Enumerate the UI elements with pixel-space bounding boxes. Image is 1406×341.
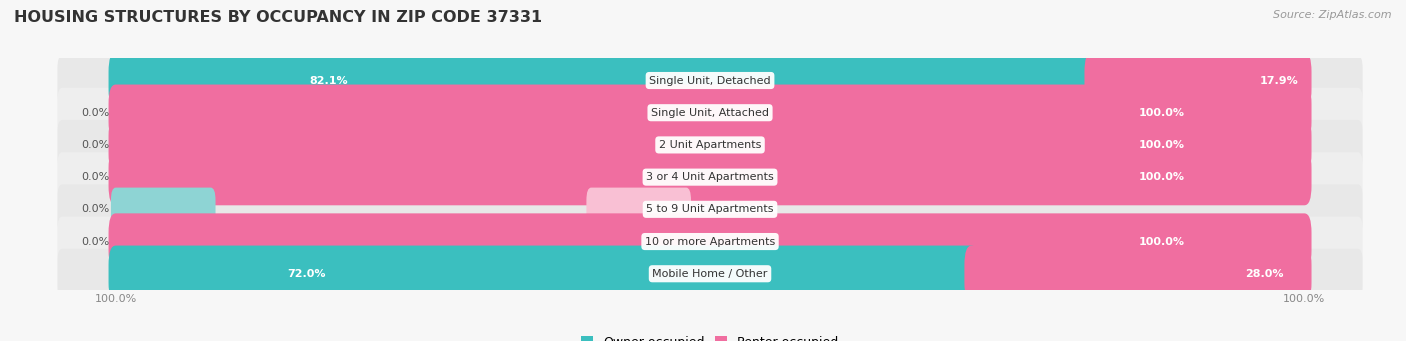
Text: 28.0%: 28.0% bbox=[1246, 269, 1284, 279]
Text: 100.0%: 100.0% bbox=[1139, 108, 1185, 118]
Text: 100.0%: 100.0% bbox=[1139, 140, 1185, 150]
FancyBboxPatch shape bbox=[58, 56, 1362, 105]
Text: 0.0%: 0.0% bbox=[82, 108, 110, 118]
Text: 0.0%: 0.0% bbox=[82, 237, 110, 247]
FancyBboxPatch shape bbox=[58, 88, 1362, 138]
Text: HOUSING STRUCTURES BY OCCUPANCY IN ZIP CODE 37331: HOUSING STRUCTURES BY OCCUPANCY IN ZIP C… bbox=[14, 10, 543, 25]
Text: Single Unit, Detached: Single Unit, Detached bbox=[650, 75, 770, 86]
FancyBboxPatch shape bbox=[111, 91, 215, 134]
FancyBboxPatch shape bbox=[965, 246, 1312, 302]
FancyBboxPatch shape bbox=[111, 188, 215, 231]
Text: 0.0%: 0.0% bbox=[692, 204, 720, 214]
Text: 17.9%: 17.9% bbox=[1260, 75, 1298, 86]
FancyBboxPatch shape bbox=[108, 149, 1312, 205]
Text: Single Unit, Attached: Single Unit, Attached bbox=[651, 108, 769, 118]
Text: 0.0%: 0.0% bbox=[82, 140, 110, 150]
FancyBboxPatch shape bbox=[111, 123, 215, 167]
Text: 0.0%: 0.0% bbox=[82, 204, 110, 214]
FancyBboxPatch shape bbox=[108, 117, 1312, 173]
FancyBboxPatch shape bbox=[58, 184, 1362, 234]
FancyBboxPatch shape bbox=[586, 188, 690, 231]
Text: 100.0%: 100.0% bbox=[1139, 172, 1185, 182]
Text: Mobile Home / Other: Mobile Home / Other bbox=[652, 269, 768, 279]
Text: 3 or 4 Unit Apartments: 3 or 4 Unit Apartments bbox=[647, 172, 773, 182]
FancyBboxPatch shape bbox=[111, 220, 215, 263]
FancyBboxPatch shape bbox=[108, 213, 1312, 270]
FancyBboxPatch shape bbox=[108, 85, 1312, 141]
FancyBboxPatch shape bbox=[111, 155, 215, 199]
Text: 0.0%: 0.0% bbox=[82, 172, 110, 182]
Text: 2 Unit Apartments: 2 Unit Apartments bbox=[659, 140, 761, 150]
FancyBboxPatch shape bbox=[58, 217, 1362, 267]
FancyBboxPatch shape bbox=[108, 52, 1098, 109]
Text: 82.1%: 82.1% bbox=[309, 75, 347, 86]
Text: 10 or more Apartments: 10 or more Apartments bbox=[645, 237, 775, 247]
FancyBboxPatch shape bbox=[58, 152, 1362, 202]
Legend: Owner-occupied, Renter-occupied: Owner-occupied, Renter-occupied bbox=[581, 336, 839, 341]
FancyBboxPatch shape bbox=[1084, 52, 1312, 109]
FancyBboxPatch shape bbox=[58, 120, 1362, 170]
FancyBboxPatch shape bbox=[58, 249, 1362, 299]
Text: 100.0%: 100.0% bbox=[1139, 237, 1185, 247]
Text: 5 to 9 Unit Apartments: 5 to 9 Unit Apartments bbox=[647, 204, 773, 214]
FancyBboxPatch shape bbox=[108, 246, 979, 302]
Text: Source: ZipAtlas.com: Source: ZipAtlas.com bbox=[1274, 10, 1392, 20]
Text: 72.0%: 72.0% bbox=[288, 269, 326, 279]
